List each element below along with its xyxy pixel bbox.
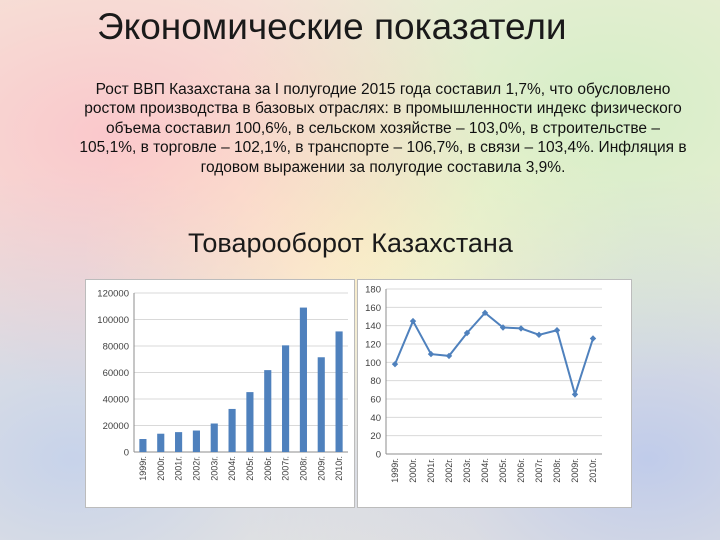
bar-chart-panel: 0 20000 40000 60000 80000 100000 120000 1999г. 2…	[85, 279, 355, 508]
line-y-tick-label: 80	[370, 376, 381, 387]
bar-x-tick-label: 2006г.	[263, 456, 273, 481]
point-2000г.	[409, 317, 417, 325]
line-y-tick-label: 20	[370, 431, 381, 442]
point-2001г.	[427, 350, 435, 358]
line-x-tick-label: 2010г.	[588, 458, 598, 483]
line-x-tick-label: 2000г.	[408, 458, 418, 483]
line-x-tick-label: 2009г.	[570, 458, 580, 483]
bar-2005г.	[246, 392, 254, 452]
bar-2002г.	[192, 430, 200, 452]
bar-chart: 0 20000 40000 60000 80000 100000 120000 1999г. 2…	[97, 289, 348, 481]
bar-x-tick-label: 2007г.	[281, 456, 291, 481]
line-x-tick-label: 2003г.	[462, 458, 472, 483]
line-x-tick-label: 2007г.	[534, 458, 544, 483]
bar-x-tick-label: 2004г.	[227, 456, 237, 481]
bar-y-tick-label: 40000	[103, 395, 129, 406]
bar-1999г.	[139, 439, 147, 452]
line-y-tick-label: 100	[365, 358, 381, 369]
bar-x-tick-label: 2000г.	[156, 456, 166, 481]
bar-2009г.	[317, 357, 325, 452]
slide-title: Экономические показатели	[97, 6, 567, 47]
bar-x-tick-label: 2009г.	[316, 456, 326, 481]
line-y-tick-label: 40	[370, 413, 381, 424]
line-y-tick-label: 160	[365, 303, 381, 314]
line-series	[394, 311, 594, 398]
point-2007г.	[535, 331, 543, 339]
bar-2001г.	[175, 432, 183, 452]
bar-2008г.	[299, 307, 307, 452]
bar-2000г.	[157, 433, 165, 452]
gdp-paragraph: Рост ВВП Казахстана за I полугодие 2015 …	[79, 81, 687, 176]
line-x-tick-label: 2008г.	[552, 458, 562, 483]
point-2009г.	[571, 391, 579, 398]
bar-y-tick-label: 80000	[103, 342, 129, 353]
line-y-tick-label: 180	[365, 285, 381, 296]
trade-subtitle: Товарооборот Казахстана	[188, 228, 513, 258]
bar-2007г.	[282, 345, 290, 452]
bar-x-tick-label: 2002г.	[191, 456, 201, 481]
line-y-tick-label: 0	[376, 450, 381, 461]
point-2003г.	[463, 329, 471, 337]
bar-x-tick-label: 1999г.	[138, 456, 148, 481]
line-y-tick-label: 120	[365, 340, 381, 351]
point-1999г.	[391, 360, 399, 368]
bar-2006г.	[264, 370, 272, 452]
line-x-tick-label: 2001г.	[426, 458, 436, 483]
line-y-tick-label: 60	[370, 395, 381, 406]
point-2002г.	[445, 352, 453, 360]
point-2004г.	[481, 309, 489, 317]
bar-2004г.	[228, 408, 236, 452]
point-2008г.	[553, 327, 561, 334]
bar-x-tick-label: 2010г.	[334, 456, 344, 481]
point-2006г.	[517, 325, 525, 332]
bar-x-tick-label: 2003г.	[209, 456, 219, 481]
line-chart: 0 20 40 60 80 100 120 140 160 180 1999г. 2000г. 2001…	[365, 285, 602, 483]
bar-x-tick-label: 2005г.	[245, 456, 255, 481]
bar-x-tick-label: 2001г.	[174, 456, 184, 481]
bar-y-tick-label: 120000	[97, 289, 129, 300]
line-x-tick-label: 2002г.	[444, 458, 454, 483]
line-chart-panel: 0 20 40 60 80 100 120 140 160 180 1999г. 2000г. 2001…	[357, 279, 632, 508]
bar-2003г.	[210, 423, 218, 452]
bar-y-tick-label: 60000	[103, 368, 129, 379]
line-x-tick-label: 2004г.	[480, 458, 490, 483]
bar-x-tick-label: 2008г.	[298, 456, 308, 481]
bar-y-tick-label: 100000	[97, 315, 129, 326]
line-y-tick-label: 140	[365, 321, 381, 332]
bar-y-tick-label: 20000	[103, 421, 129, 432]
point-2010г.	[589, 335, 597, 342]
bar-2010г.	[335, 331, 343, 452]
line-x-tick-label: 2006г.	[516, 458, 526, 483]
point-2005г.	[499, 324, 507, 331]
line-x-tick-label: 1999г.	[390, 458, 400, 483]
line-x-tick-label: 2005г.	[498, 458, 508, 483]
bar-y-tick-label: 0	[124, 448, 129, 459]
